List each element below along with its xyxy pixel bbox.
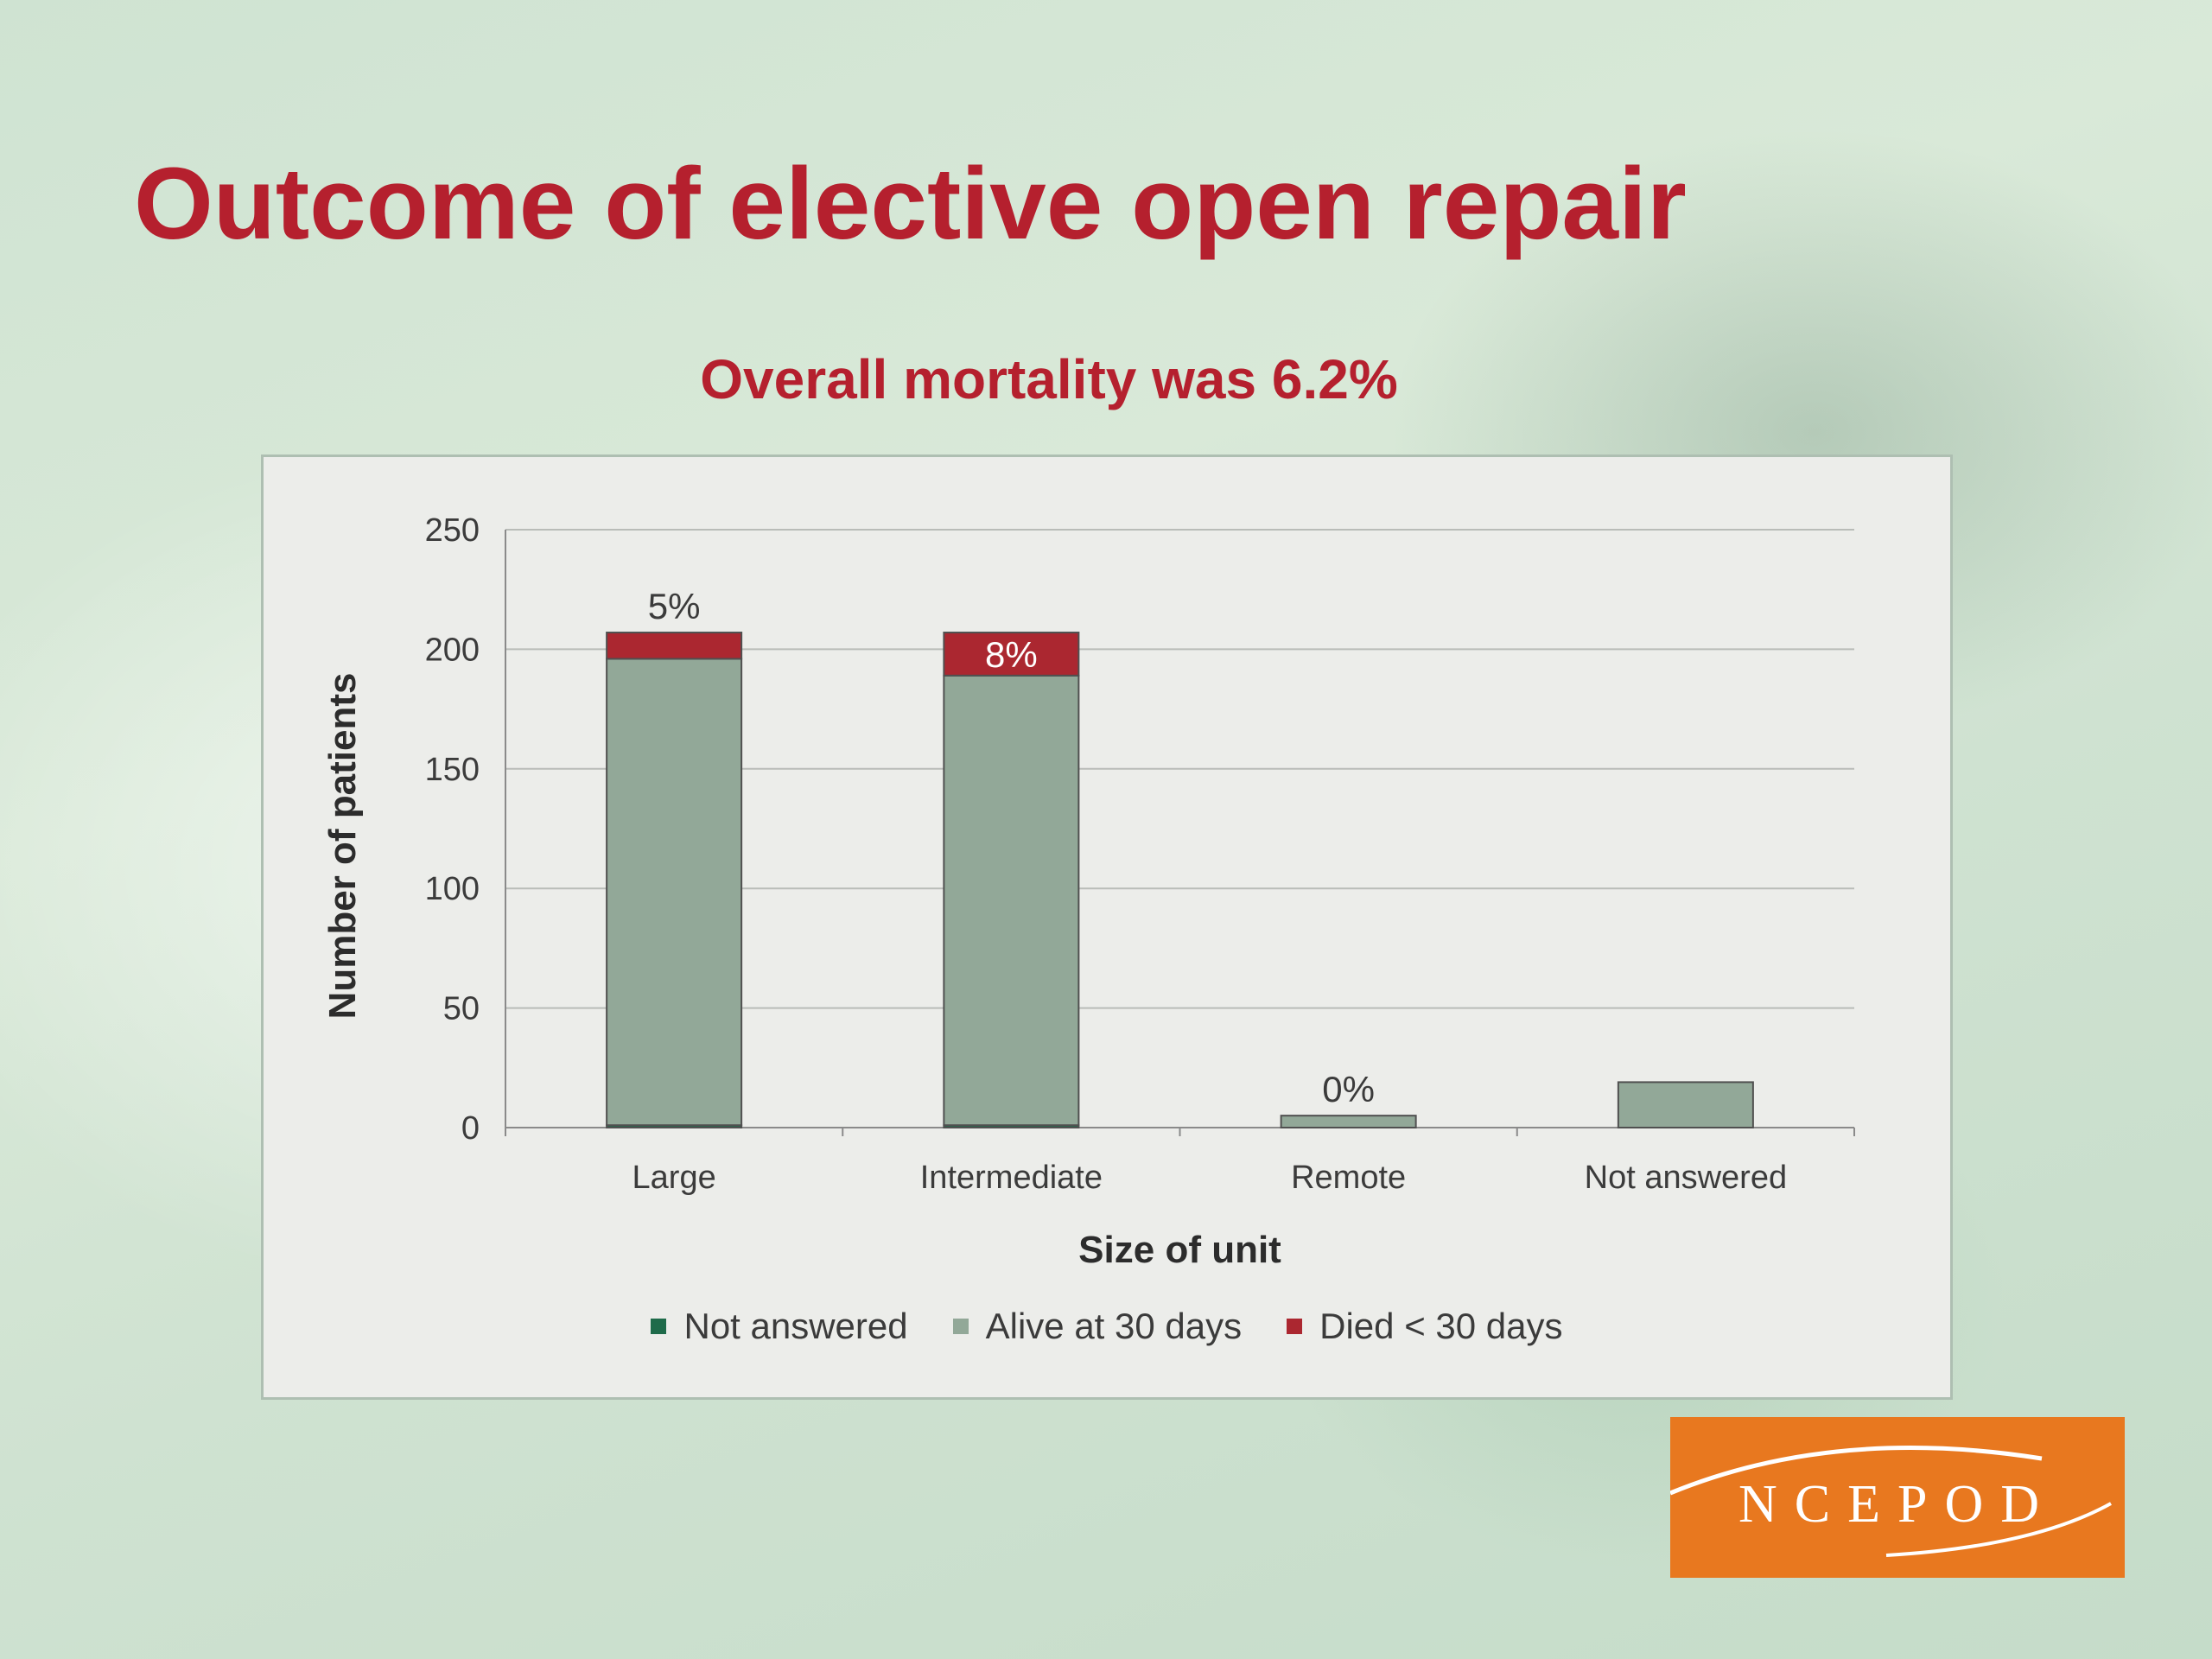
x-tick-label: Remote	[1291, 1160, 1406, 1196]
bar-segment	[1280, 1115, 1417, 1128]
chart-panel: 0 50 100 150 200 250 Large 5% Intermediate 8% Remo…	[261, 454, 1953, 1400]
x-tick-label: Large	[632, 1160, 716, 1196]
legend-item-not-answered: Not answered	[651, 1306, 908, 1347]
logo-swoosh-icon	[1670, 1446, 2112, 1557]
bar-segment	[606, 632, 743, 660]
legend-swatch	[651, 1319, 667, 1334]
y-tick-label: 0	[461, 1110, 480, 1147]
y-tick-label: 50	[443, 991, 480, 1027]
y-axis-title: Number of patients	[321, 673, 364, 1020]
legend-item-died: Died < 30 days	[1287, 1306, 1563, 1347]
legend-label: Alive at 30 days	[985, 1306, 1243, 1346]
legend-swatch	[952, 1319, 969, 1334]
bar-chart: 0 50 100 150 200 250 Large 5% Intermediate 8% Remo…	[321, 512, 1855, 1271]
bar-segment	[943, 632, 1080, 677]
legend-label: Died < 30 days	[1319, 1306, 1563, 1346]
data-label: 5%	[648, 586, 701, 626]
slide-subtitle: Overall mortality was 6.2%	[700, 348, 1398, 410]
data-label: 8%	[985, 634, 1038, 675]
y-tick-label: 200	[425, 632, 480, 668]
legend-swatch	[1287, 1319, 1303, 1334]
legend-item-alive: Alive at 30 days	[952, 1306, 1243, 1347]
bar-segment	[943, 674, 1080, 1127]
legend-label: Not answered	[683, 1306, 908, 1346]
ncepod-logo: NCEPOD	[1670, 1417, 2125, 1578]
x-tick-label: Intermediate	[920, 1160, 1103, 1196]
slide-title: Outcome of elective open repair	[134, 147, 1687, 261]
bar-segment	[1617, 1081, 1754, 1129]
y-tick-label: 100	[425, 871, 480, 907]
data-label: 0%	[1322, 1069, 1375, 1109]
x-tick-label: Not answered	[1585, 1160, 1787, 1196]
bar-segment	[606, 658, 743, 1127]
y-tick-label: 150	[425, 752, 480, 788]
x-axis-title: Size of unit	[1078, 1229, 1281, 1271]
chart-legend: Not answered Alive at 30 days Died < 30 …	[264, 1306, 1950, 1347]
y-tick-label: 250	[425, 512, 480, 549]
logo-text: NCEPOD	[1738, 1475, 2057, 1534]
